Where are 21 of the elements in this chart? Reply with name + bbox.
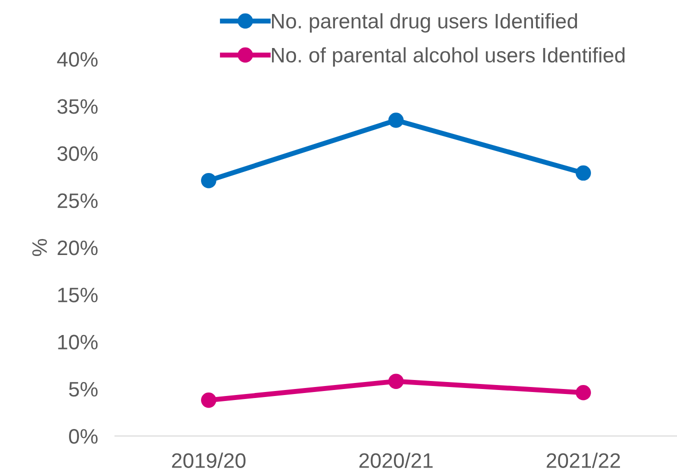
legend-label: No. of parental alcohol users Identified: [272, 47, 624, 67]
point: [576, 385, 591, 400]
point: [576, 165, 591, 181]
point: [201, 392, 216, 408]
x-tick-label: 2019/20: [172, 452, 246, 468]
y-tick-label: 10%: [58, 334, 98, 350]
point: [388, 112, 404, 128]
y-tick-label: 35%: [57, 99, 98, 114]
y-tick-label: 0%: [69, 429, 98, 444]
y-tick-label: 15%: [58, 288, 98, 302]
x-tick-label: 2020/21: [359, 452, 433, 468]
y-axis-title: %: [32, 238, 47, 256]
y-tick-label: 40%: [57, 52, 98, 67]
point: [201, 172, 216, 188]
y-tick-label: 5%: [69, 382, 98, 397]
x-tick-label: 2021/22: [546, 452, 620, 468]
y-tick-label: 25%: [58, 193, 98, 208]
legend-label: No. parental drug users Identified: [272, 13, 578, 33]
point: [388, 374, 404, 389]
y-tick-label: 20%: [58, 240, 98, 256]
y-tick-label: 30%: [57, 146, 98, 162]
